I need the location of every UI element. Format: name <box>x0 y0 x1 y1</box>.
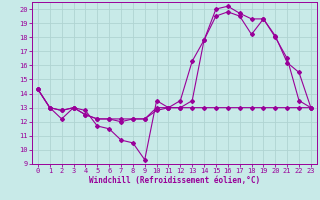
X-axis label: Windchill (Refroidissement éolien,°C): Windchill (Refroidissement éolien,°C) <box>89 176 260 185</box>
